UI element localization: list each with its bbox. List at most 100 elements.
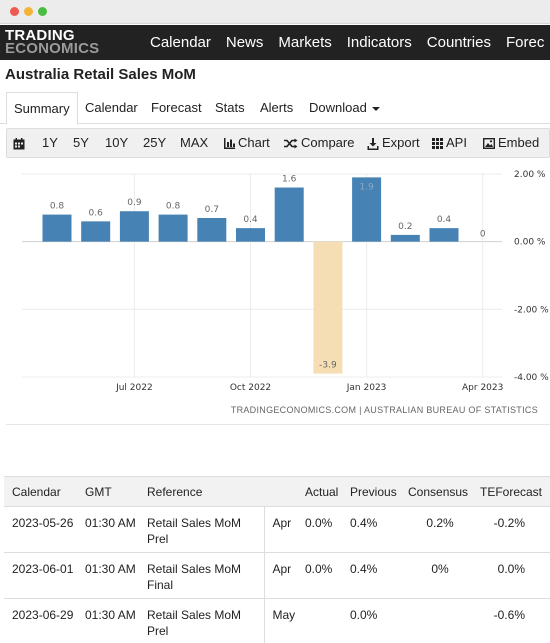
y-tick-label: 2.00 % — [514, 170, 546, 180]
calendar-icon — [13, 137, 25, 150]
row-date: 2023-06-29 — [4, 598, 77, 643]
maximize-window-button[interactable] — [38, 7, 47, 16]
embed-button-label: Embed — [498, 135, 540, 150]
data-label: 1.9 — [359, 182, 374, 192]
row-teforecast: 0.0% — [472, 552, 550, 599]
row-date: 2023-06-01 — [4, 552, 77, 599]
bar — [390, 234, 420, 242]
data-label: 0.6 — [89, 208, 104, 218]
row-previous: 0.4% — [342, 506, 400, 553]
nav-link-news[interactable]: News — [225, 34, 264, 51]
header-gmt[interactable]: GMT — [77, 476, 139, 507]
api-button-label: API — [446, 135, 467, 150]
nav-link-countries[interactable]: Countries — [426, 34, 491, 51]
row-gmt: 01:30 AM — [77, 552, 139, 599]
tab-forecast[interactable]: Forecast — [151, 100, 202, 115]
tab-bar: Summary Calendar Forecast Stats Alerts D… — [0, 92, 550, 125]
x-tick-label: Jul 2022 — [115, 383, 153, 393]
bar — [158, 214, 188, 242]
row-reference[interactable]: Retail Sales MoM Prel — [139, 598, 264, 643]
row-reference[interactable]: Retail Sales MoM Final — [139, 552, 264, 599]
y-tick-label: -4.00 % — [514, 373, 549, 383]
tab-calendar[interactable]: Calendar — [85, 100, 138, 115]
top-navigation: TRADING ECONOMICS Calendar News Markets … — [0, 25, 550, 60]
range-10y-button[interactable]: 10Y — [105, 135, 129, 150]
row-previous: 0.4% — [342, 552, 400, 599]
data-label: 0.4 — [437, 215, 452, 225]
data-label: 0.4 — [243, 215, 258, 225]
grid-icon — [432, 138, 443, 150]
range-25y-button[interactable]: 25Y — [143, 135, 167, 150]
window-titlebar — [0, 0, 550, 24]
site-logo[interactable]: TRADING ECONOMICS — [5, 28, 99, 56]
row-gmt: 01:30 AM — [77, 598, 139, 643]
range-max-button[interactable]: MAX — [180, 135, 209, 150]
calendar-icon-button[interactable] — [13, 129, 28, 157]
bar-chart-icon — [224, 138, 235, 150]
calendar-table: Calendar GMT Reference Actual Previous C… — [4, 476, 550, 643]
row-period: Apr — [263, 552, 297, 599]
bar — [352, 177, 382, 242]
table-header-row: Calendar GMT Reference Actual Previous C… — [4, 476, 550, 507]
header-period — [264, 476, 297, 507]
nav-link-calendar[interactable]: Calendar — [150, 34, 211, 51]
bar — [81, 221, 111, 242]
header-consensus[interactable]: Consensus — [400, 476, 472, 507]
table-row: 2023-06-29 01:30 AM Retail Sales MoM Pre… — [4, 598, 550, 643]
chart-button-label: Chart — [238, 135, 270, 150]
header-previous[interactable]: Previous — [342, 476, 400, 507]
table-row: 2023-06-01 01:30 AM Retail Sales MoM Fin… — [4, 552, 550, 599]
bar — [197, 217, 227, 242]
row-reference[interactable]: Retail Sales MoM Prel — [139, 506, 264, 553]
row-previous: 0.0% — [342, 598, 400, 643]
data-label: 0.9 — [127, 198, 142, 208]
row-consensus: 0.2% — [400, 506, 472, 553]
tab-stats[interactable]: Stats — [215, 100, 245, 115]
shuffle-icon — [284, 138, 298, 149]
row-consensus: 0% — [400, 552, 472, 599]
export-button-label: Export — [382, 135, 420, 150]
tab-download[interactable]: Download — [309, 92, 380, 124]
chart-source: TRADINGECONOMICS.COM | AUSTRALIAN BUREAU… — [230, 405, 538, 415]
range-1y-button[interactable]: 1Y — [42, 135, 58, 150]
header-teforecast[interactable]: TEForecast — [472, 476, 550, 507]
row-actual — [297, 598, 342, 643]
header-reference[interactable]: Reference — [139, 476, 264, 507]
tab-alerts[interactable]: Alerts — [260, 100, 294, 115]
data-label: -3.9 — [319, 361, 337, 371]
nav-link-forecast[interactable]: Forec — [505, 34, 545, 51]
x-tick-label: Jan 2023 — [346, 383, 387, 393]
table-row: 2023-05-26 01:30 AM Retail Sales MoM Pre… — [4, 506, 550, 553]
nav-link-indicators[interactable]: Indicators — [346, 34, 412, 51]
export-button[interactable]: Export — [367, 129, 420, 157]
data-label: 0.7 — [205, 205, 219, 215]
image-icon — [483, 138, 495, 150]
x-tick-label: Apr 2023 — [462, 383, 503, 393]
download-icon — [367, 137, 379, 150]
close-window-button[interactable] — [10, 7, 19, 16]
embed-button[interactable]: Embed — [483, 129, 539, 157]
header-actual[interactable]: Actual — [297, 476, 342, 507]
range-5y-button[interactable]: 5Y — [73, 135, 89, 150]
row-teforecast: -0.2% — [472, 506, 550, 553]
bar — [313, 241, 343, 374]
compare-button-label: Compare — [301, 135, 355, 150]
y-tick-label: 0.00 % — [514, 238, 546, 248]
caret-down-icon — [371, 106, 380, 111]
bar — [119, 211, 149, 242]
data-label: 1.6 — [282, 175, 297, 185]
header-calendar[interactable]: Calendar — [4, 476, 77, 507]
chart-button[interactable]: Chart — [224, 129, 270, 157]
row-gmt: 01:30 AM — [77, 506, 139, 553]
page-title: Australia Retail Sales MoM — [5, 66, 196, 83]
nav-link-markets[interactable]: Markets — [278, 34, 332, 51]
minimize-window-button[interactable] — [24, 7, 33, 16]
x-tick-label: Oct 2022 — [230, 383, 271, 393]
api-button[interactable]: API — [432, 129, 467, 157]
chart-bottom-border — [6, 424, 550, 425]
data-label: 0 — [480, 230, 486, 240]
tab-summary[interactable]: Summary — [6, 92, 78, 125]
compare-button[interactable]: Compare — [284, 129, 354, 157]
bar — [42, 214, 72, 242]
retail-sales-chart: 0.8 0.6 0.9 0.8 0.7 0.4 1.6 -3.9 1.9 0.2 0.4 0 2.00 … — [0, 160, 550, 420]
